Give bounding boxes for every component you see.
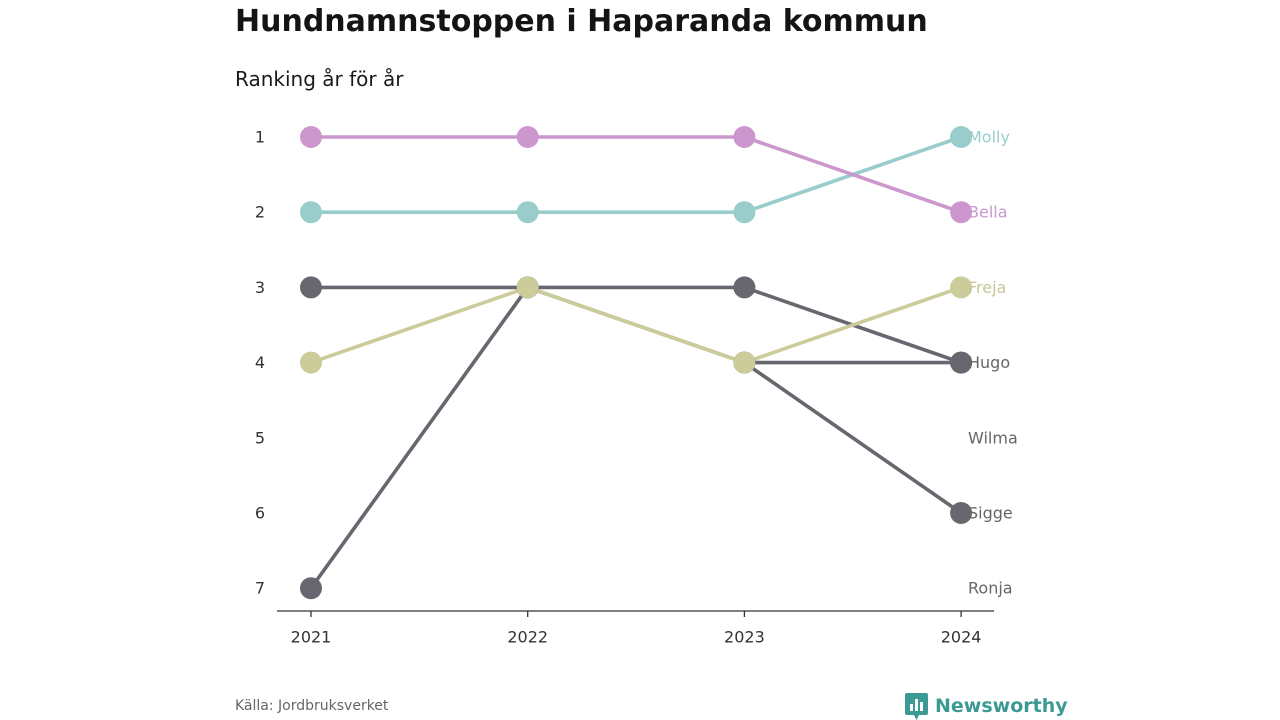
series-line-sigge: [309, 285, 963, 590]
source-note: Källa: Jordbruksverket: [235, 698, 389, 714]
data-point-freja-2023: [733, 351, 756, 374]
data-point-freja-2022: [516, 276, 539, 299]
x-axis: 2021 2022 2023 2024: [277, 610, 994, 647]
data-point-hugo-2023: [733, 276, 756, 299]
series-line-bella: [309, 135, 963, 214]
brand-name: Newsworthy: [935, 695, 1068, 717]
data-point-molly-2024: [950, 126, 973, 148]
data-point-sigge-2024: [950, 502, 973, 524]
end-label-ronja: Ronja: [968, 579, 1013, 598]
end-label-sigge: Sigge: [968, 504, 1013, 523]
data-point-molly-2023: [733, 201, 756, 224]
data-point-bella-2021: [300, 126, 322, 148]
end-label-hugo: Hugo: [968, 353, 1010, 372]
data-point-sigge-2021: [300, 577, 322, 600]
series-line-freja: [309, 285, 963, 365]
end-label-bella: Bella: [968, 203, 1008, 222]
y-tick-label-5: 5: [255, 428, 265, 447]
end-label-freja: Freja: [968, 278, 1006, 297]
series-line-molly: [309, 135, 963, 214]
y-tick-label-4: 4: [255, 353, 265, 372]
logo-bar-2: [915, 698, 918, 711]
y-tick-label-1: 1: [255, 128, 265, 147]
data-point-bella-2023: [733, 126, 756, 148]
data-point-bella-2022: [516, 126, 539, 148]
newsworthy-logo-icon: [905, 692, 928, 720]
logo-bar-1: [910, 703, 913, 711]
data-point-hugo-2021: [300, 276, 322, 299]
x-tick-label-2021: 2021: [291, 628, 332, 647]
data-point-molly-2021: [300, 201, 322, 224]
series-points: [300, 126, 973, 600]
chart-subtitle: Ranking år för år: [235, 67, 404, 91]
x-tick-label-2024: 2024: [941, 628, 982, 647]
y-axis: 1 2 3 4 5 6 7: [255, 128, 265, 598]
logo-bar-3: [920, 701, 923, 711]
end-labels: Molly Bella Freja Hugo Wilma Sigge Ronja: [968, 128, 1018, 598]
y-tick-label-6: 6: [255, 504, 265, 523]
data-point-ronja-2024: [950, 351, 973, 374]
end-label-wilma: Wilma: [968, 428, 1018, 447]
x-tick-label-2023: 2023: [724, 628, 765, 647]
data-point-molly-2022: [516, 201, 539, 224]
data-point-freja-2021: [300, 351, 322, 374]
brand-logo: Newsworthy: [905, 692, 1068, 720]
series-lines: [309, 135, 963, 590]
x-tick-label-2022: 2022: [507, 628, 548, 647]
data-point-freja-2024: [950, 276, 973, 299]
chart-title: Hundnamnstoppen i Haparanda kommun: [235, 4, 928, 39]
end-label-molly: Molly: [968, 128, 1010, 147]
y-tick-label-7: 7: [255, 579, 265, 598]
y-tick-label-2: 2: [255, 203, 265, 222]
y-tick-label-3: 3: [255, 278, 265, 297]
data-point-bella-2024: [950, 201, 973, 224]
